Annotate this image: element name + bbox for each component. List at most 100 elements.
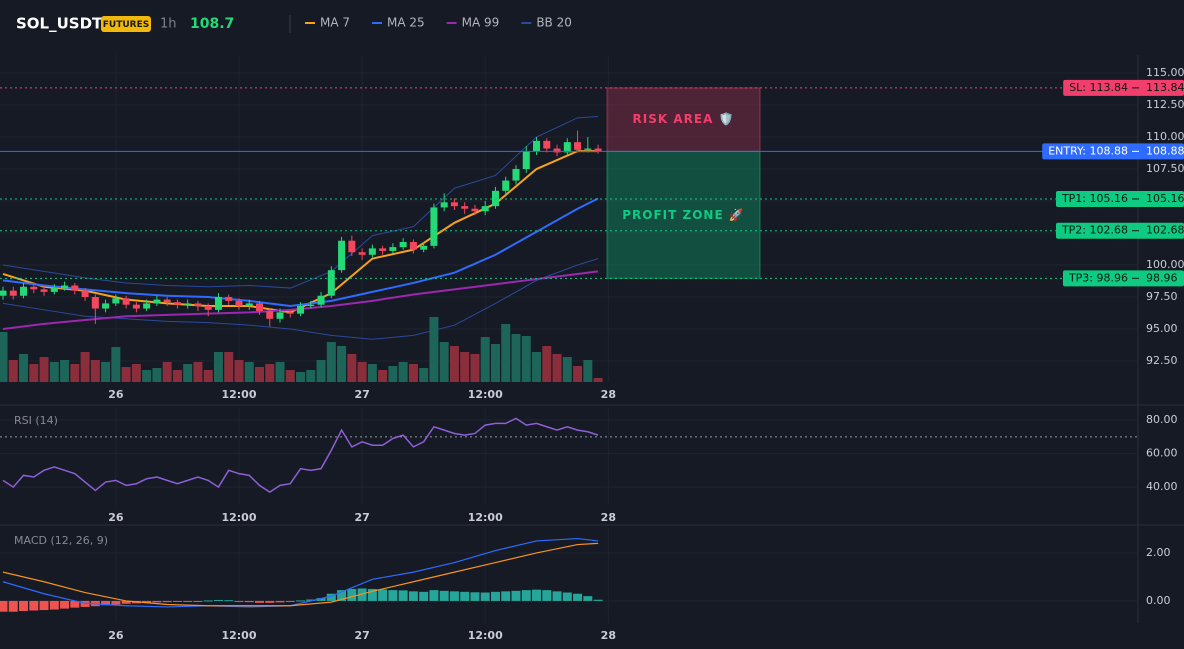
legend-label: MA 7 [320,16,350,30]
macd-bar [460,591,470,601]
macd-bar [39,600,49,611]
macd-bar [183,600,193,602]
legend-label: BB 20 [536,16,572,30]
candle-body [389,247,397,251]
volume-bar [316,360,326,382]
volume-bar [326,342,336,382]
y-tick-label: 115.00 [1146,66,1184,79]
level-label: TP3: 98.96 [1068,271,1128,284]
candle-body [20,286,28,296]
candle-body [574,142,582,150]
macd-bar [162,600,172,603]
candle-body [112,298,120,304]
volume-bar [70,364,80,382]
volume-bar [460,352,470,382]
macd-bar [234,600,244,602]
macd-bar [429,590,439,601]
macd-bar [367,588,377,601]
candle-body [225,297,233,301]
candle-body [420,245,428,250]
x-tick-label: 26 [108,629,124,642]
x-tick-label: 26 [108,511,124,524]
y-tick-label: 112.50 [1146,98,1184,111]
volume-bar [337,346,347,382]
volume-bar [234,360,244,382]
candle-body [512,169,520,181]
zone [606,87,761,152]
macd-bar [378,589,388,601]
macd-bar [306,599,316,601]
volume-bar [501,324,511,382]
y-tick-label: 92.50 [1146,354,1178,367]
macd-bar [213,599,223,601]
zone-label: PROFIT ZONE 🚀 [622,208,745,222]
legend-label: MA 99 [462,16,500,30]
candle-body [173,302,181,305]
macd-bar [532,589,542,601]
candle-body [358,252,366,255]
y-tick-label: 40.00 [1146,480,1178,493]
y-tick-label: 60.00 [1146,447,1178,460]
candle-body [461,206,469,209]
macd-bar [593,599,603,601]
candle-body [379,248,387,251]
candle-body [71,285,79,291]
volume-bar [90,360,100,382]
volume-bar [398,362,408,382]
candle-body [40,289,48,292]
x-tick-label: 27 [354,629,369,642]
candle-body [563,142,571,153]
volume-bar [101,362,111,382]
candle-body [317,295,325,305]
volume-bar [521,336,531,382]
candle-body [245,303,253,306]
bb-upper [2,116,599,289]
volume-bar [306,370,316,382]
candle-body [0,290,7,296]
macd-bar [449,591,459,601]
macd-bar [285,600,295,602]
candle-body [61,285,69,289]
level-label: TP1: 105.16 [1061,192,1128,205]
legend-label: MA 25 [387,16,425,30]
candle-body [256,303,263,312]
macd-bar [521,590,531,601]
macd-bar [511,590,521,601]
macd-bar [316,598,326,601]
candle-body [266,311,274,319]
zone [606,150,761,279]
panel-title: MACD (12, 26, 9) [14,534,108,547]
macd-bar [29,600,39,611]
candle-body [594,148,602,152]
volume-bar [224,352,234,382]
volume-bar [552,354,562,382]
macd-line [2,542,599,607]
volume-bar [449,346,459,382]
macd-bar [470,592,480,601]
interval: 1h [160,17,177,32]
x-tick-label: 26 [108,388,124,401]
candle-body [502,180,510,191]
volume-bar [49,362,59,382]
candle-body [153,299,161,304]
candle-body [122,298,130,305]
volume-bar [131,364,141,382]
level-tag [1055,222,1184,239]
last-price: 108.7 [190,16,234,32]
y-tick-label: 80.00 [1146,413,1178,426]
level-tag [1062,270,1184,287]
candle-body [553,148,561,153]
volume-bar [490,344,500,382]
candle-body [235,300,243,306]
macd-bar [552,591,562,601]
volume-bar [593,378,603,382]
volume-bar [0,332,8,382]
y-tick-label: 95.00 [1146,322,1178,335]
macd-bar [337,590,347,601]
volume-bar [172,370,182,382]
candle-body [481,206,489,212]
macd-bar [408,591,418,601]
candle-body [348,240,356,253]
x-tick-label: 12:00 [221,629,256,642]
